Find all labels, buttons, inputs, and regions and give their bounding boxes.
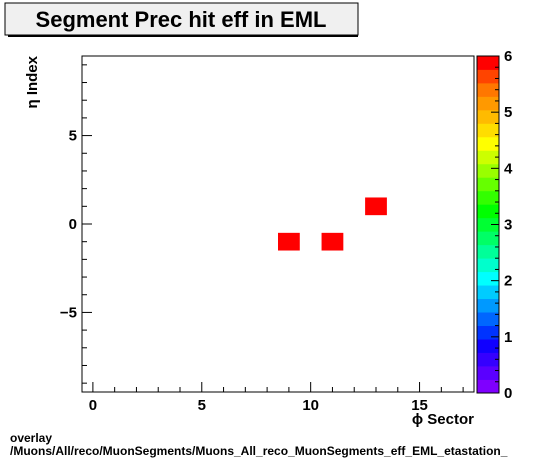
color-scale-band xyxy=(477,217,499,232)
color-scale-band xyxy=(477,379,499,394)
title-shadow xyxy=(8,35,358,37)
color-scale-label: 1 xyxy=(504,329,512,346)
y-tick-label: 5 xyxy=(69,128,77,145)
x-axis-title: ϕ Sector xyxy=(412,411,474,428)
footer-line-2: /Muons/All/reco/MuonSegments/Muons_All_r… xyxy=(10,444,508,458)
color-scale-band xyxy=(477,325,499,340)
color-scale-band xyxy=(477,82,499,97)
color-scale-label: 3 xyxy=(504,217,512,234)
y-tick-label: −5 xyxy=(60,304,77,321)
color-scale-band xyxy=(477,366,499,380)
heatmap-cell-1 xyxy=(278,232,300,251)
color-scale-band xyxy=(477,244,499,259)
x-tick-label: 15 xyxy=(411,397,428,414)
title-box: Segment Prec hit eff in EML xyxy=(4,2,359,37)
color-scale-label: 5 xyxy=(504,104,512,121)
color-scale-band xyxy=(477,56,499,70)
color-scale-label: 2 xyxy=(504,273,512,290)
color-scale-band xyxy=(477,69,499,84)
color-scale-band xyxy=(477,96,499,111)
heatmap-cells xyxy=(278,197,387,251)
color-scale-band xyxy=(477,136,499,151)
title-background xyxy=(4,2,359,36)
color-scale-label: 6 xyxy=(504,48,512,65)
color-scale-band xyxy=(477,258,499,273)
footer-line-1: overlay xyxy=(10,431,53,445)
heatmap-cell-3 xyxy=(365,197,387,216)
color-scale: 0 1 2 3 4 5 6 xyxy=(476,48,513,402)
color-scale-label: 0 xyxy=(504,385,512,402)
color-scale-band xyxy=(477,204,499,219)
color-scale-label: 4 xyxy=(504,160,513,177)
chart-title: Segment Prec hit eff in EML xyxy=(36,7,327,32)
y-axis: −5 0 5 xyxy=(60,64,92,384)
x-tick-label: 0 xyxy=(89,397,97,414)
color-scale-band xyxy=(477,190,499,205)
color-scale-band xyxy=(477,352,499,367)
x-tick-label: 10 xyxy=(302,397,319,414)
heatmap-cell-2 xyxy=(321,232,344,251)
color-scale-band xyxy=(477,298,499,313)
color-scale-band xyxy=(477,163,499,178)
color-scale-band xyxy=(477,150,499,165)
color-scale-band xyxy=(477,339,499,353)
color-scale-band xyxy=(477,123,499,138)
x-axis: 0 5 10 15 xyxy=(89,382,464,414)
y-tick-label: 0 xyxy=(69,216,77,233)
color-scale-band xyxy=(477,312,499,326)
color-scale-band xyxy=(477,285,499,300)
plot-frame xyxy=(81,55,475,393)
color-scale-band xyxy=(477,231,499,246)
color-scale-band xyxy=(477,271,499,286)
x-tick-label: 5 xyxy=(198,397,206,414)
color-scale-band xyxy=(477,177,499,192)
footer: overlay /Muons/All/reco/MuonSegments/Muo… xyxy=(10,432,507,458)
y-axis-title: η Index xyxy=(24,55,41,108)
color-scale-band xyxy=(477,109,499,124)
